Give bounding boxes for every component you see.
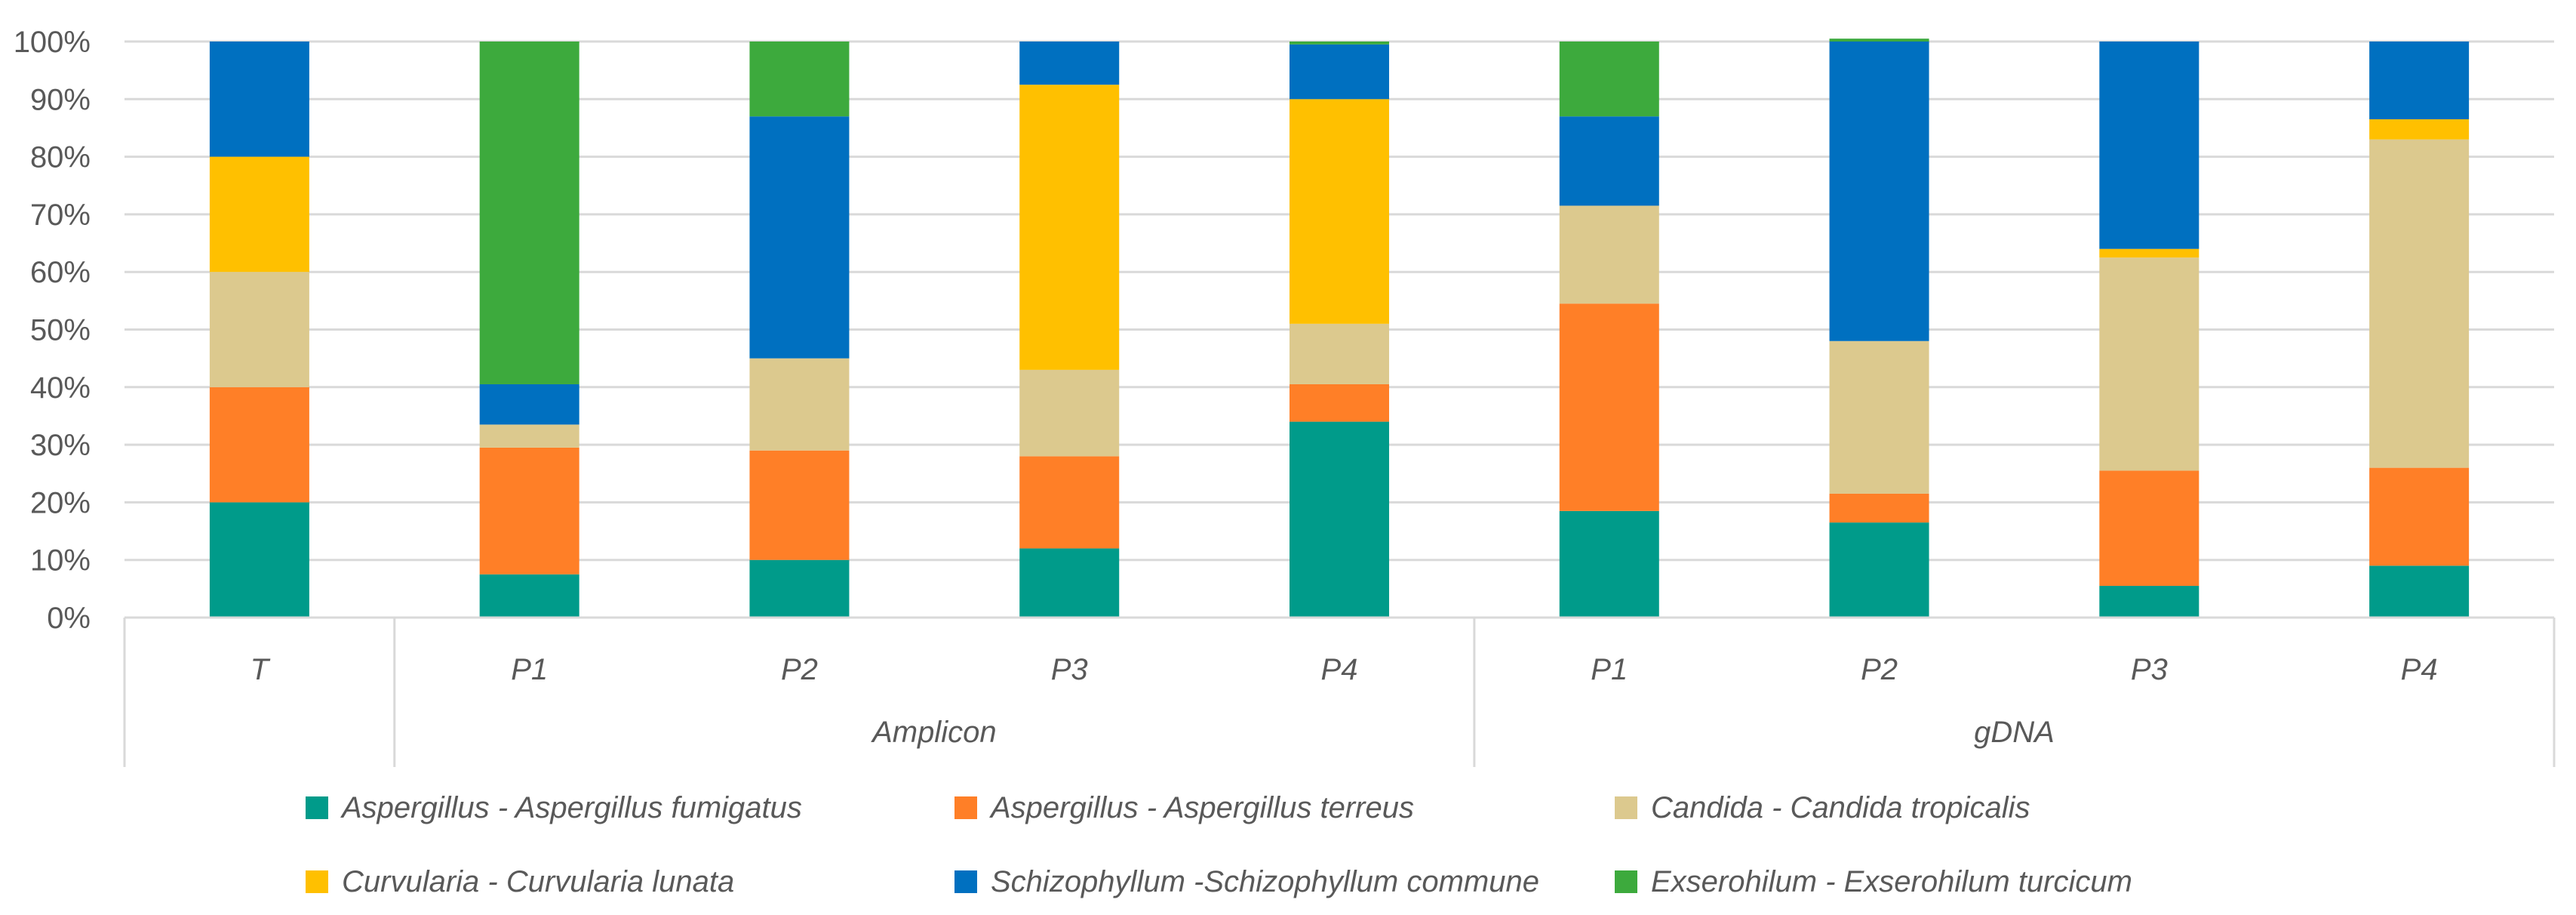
y-tick-label: 60%	[30, 256, 91, 289]
bar-segment-4-8	[2369, 42, 2470, 120]
legend-item: Aspergillus - Aspergillus terreus	[954, 785, 1414, 830]
bar-segment-1-4	[1290, 384, 1389, 422]
bar-segment-4-6	[1829, 42, 1929, 341]
legend-swatch	[306, 796, 328, 819]
bar-segment-4-3	[1019, 42, 1120, 85]
bar-segment-3-0	[209, 156, 309, 273]
bar-segment-2-3	[1019, 369, 1120, 457]
bar-segment-0-7	[2099, 586, 2199, 618]
bar-segment-2-6	[1829, 340, 1929, 494]
x-tick-label: P4	[2401, 653, 2438, 686]
bar-segment-2-5	[1559, 205, 1659, 304]
bar-segment-0-3	[1019, 548, 1120, 618]
bar-segment-2-0	[209, 272, 309, 387]
y-tick-label: 50%	[30, 314, 91, 347]
legend-label: Schizophyllum -Schizophyllum commune	[991, 864, 1539, 898]
bar-segment-0-5	[1559, 510, 1659, 618]
bar-segment-1-8	[2369, 467, 2470, 566]
bar-segment-5-6	[1829, 39, 1929, 42]
legend-label: Candida - Candida tropicalis	[1651, 790, 2030, 824]
bar-segment-3-3	[1019, 85, 1120, 370]
bar-segment-1-2	[749, 450, 850, 560]
legend-swatch	[1615, 796, 1637, 819]
bar-segment-0-8	[2369, 565, 2470, 618]
x-tick-label: P3	[1051, 653, 1088, 686]
bar-segment-2-2	[749, 358, 850, 451]
x-tick-label: P3	[2131, 653, 2168, 686]
bar-segment-3-4	[1290, 99, 1389, 324]
y-tick-label: 100%	[14, 26, 91, 59]
legend-swatch	[954, 870, 977, 893]
legend-label: Aspergillus - Aspergillus fumigatus	[342, 790, 802, 824]
bar-segment-0-4	[1290, 421, 1389, 618]
bar-segment-4-0	[209, 42, 309, 157]
bar-segment-5-1	[479, 42, 579, 384]
legend-item: Exserohilum - Exserohilum turcicum	[1615, 859, 2132, 904]
bar-segment-5-2	[749, 42, 850, 117]
bar-segment-1-0	[209, 387, 309, 503]
legend-label: Curvularia - Curvularia lunata	[342, 864, 735, 898]
bar-segment-1-6	[1829, 493, 1929, 523]
group-label: Amplicon	[871, 716, 997, 749]
bar-segment-1-7	[2099, 470, 2199, 587]
legend-item: Schizophyllum -Schizophyllum commune	[954, 859, 1539, 904]
legend-swatch	[1615, 870, 1637, 893]
y-tick-label: 80%	[30, 141, 91, 174]
legend: Aspergillus - Aspergillus fumigatus Asper…	[0, 785, 2576, 915]
y-tick-label: 90%	[30, 83, 91, 116]
y-tick-label: 70%	[30, 199, 91, 232]
bar-segment-0-1	[479, 574, 579, 618]
bar-segment-4-7	[2099, 42, 2199, 249]
legend-item: Candida - Candida tropicalis	[1615, 785, 2030, 830]
bar-segment-1-3	[1019, 456, 1120, 549]
bars	[209, 39, 2470, 618]
bar-segment-0-0	[209, 502, 309, 618]
bar-segment-1-5	[1559, 303, 1659, 511]
bar-segment-3-8	[2369, 119, 2470, 140]
bar-segment-4-2	[749, 116, 850, 359]
x-tick-label: P1	[1591, 653, 1628, 686]
bar-segment-0-2	[749, 559, 850, 618]
bar-segment-2-4	[1290, 323, 1389, 384]
legend-swatch	[306, 870, 328, 893]
x-tick-label: P1	[511, 653, 548, 686]
x-tick-label: P4	[1321, 653, 1358, 686]
bar-segment-5-5	[1559, 42, 1659, 117]
bar-segment-3-7	[2099, 248, 2199, 258]
axis-labels: 0% 10% 20% 30% 40% 50% 60% 70% 80% 90% 100% T P1 P2 P3…	[14, 26, 2438, 749]
bar-segment-2-8	[2369, 139, 2470, 468]
bar-segment-1-1	[479, 447, 579, 575]
bar-segment-4-5	[1559, 116, 1659, 206]
chart-canvas: 0% 10% 20% 30% 40% 50% 60% 70% 80% 90% 100% T P1 P2 P3…	[14, 26, 2556, 767]
bar-segment-4-1	[479, 384, 579, 425]
axes	[123, 616, 2556, 767]
bar-segment-0-6	[1829, 522, 1929, 618]
y-tick-label: 10%	[30, 544, 91, 578]
y-tick-label: 40%	[30, 371, 91, 405]
x-tick-label: T	[251, 653, 271, 686]
bar-segment-5-4	[1290, 42, 1389, 45]
bar-segment-4-4	[1290, 44, 1389, 100]
legend-label: Exserohilum - Exserohilum turcicum	[1651, 864, 2132, 898]
x-tick-label: P2	[781, 653, 818, 686]
bar-segment-2-7	[2099, 257, 2199, 471]
y-tick-label: 0%	[47, 602, 91, 635]
y-tick-label: 30%	[30, 429, 91, 462]
group-label: gDNA	[1974, 716, 2055, 749]
legend-label: Aspergillus - Aspergillus terreus	[991, 790, 1414, 824]
legend-swatch	[954, 796, 977, 819]
legend-item: Aspergillus - Aspergillus fumigatus	[306, 785, 802, 830]
x-tick-label: P2	[1861, 653, 1898, 686]
y-tick-label: 20%	[30, 486, 91, 519]
bar-segment-2-1	[479, 424, 579, 448]
legend-item: Curvularia - Curvularia lunata	[306, 859, 734, 904]
